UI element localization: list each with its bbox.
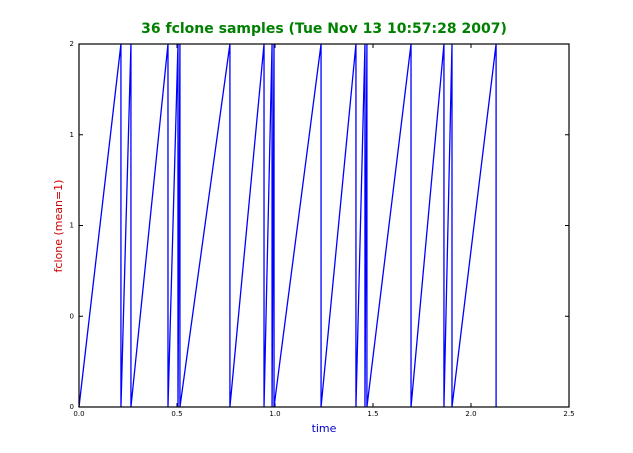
x-tick-label: 2.5 — [563, 410, 574, 418]
x-tick-label: 1.0 — [269, 410, 280, 418]
y-tick-label: 1 — [70, 131, 74, 139]
x-tick-label: 0.5 — [171, 410, 182, 418]
y-tick-label: 0 — [70, 312, 74, 320]
x-tick-label: 2.0 — [465, 410, 476, 418]
plot-frame — [78, 43, 570, 408]
y-axis-label: fclone (mean=1) — [52, 180, 65, 273]
y-tick-label: 2 — [70, 40, 74, 48]
x-tick-label: 0.0 — [73, 410, 84, 418]
y-tick-label: 0 — [70, 403, 74, 411]
y-tick-label: 1 — [70, 222, 74, 230]
x-tick-label: 1.5 — [367, 410, 378, 418]
x-axis-label: time — [312, 422, 337, 435]
chart-title: 36 fclone samples (Tue Nov 13 10:57:28 2… — [141, 21, 507, 37]
